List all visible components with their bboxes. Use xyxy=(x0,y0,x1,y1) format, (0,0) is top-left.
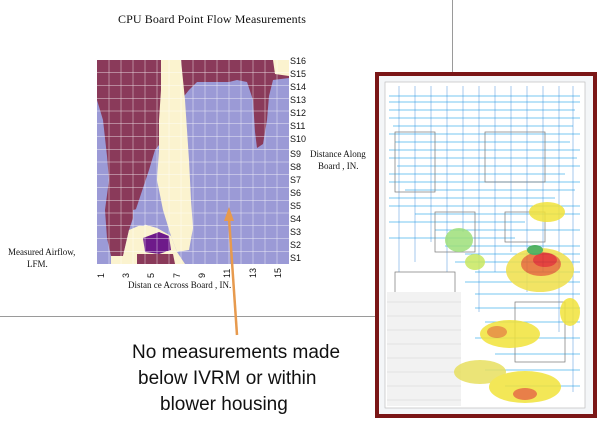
y-tick-s3: S3 xyxy=(290,227,302,237)
y-axis-label-line1: Distance Along xyxy=(310,149,366,159)
y-axis-label-line2: Board , IN. xyxy=(318,161,359,171)
annotation-line1: No measurements made xyxy=(132,342,341,363)
y-tick-s9: S9 xyxy=(290,149,302,159)
annotation-caption: No measurements made below IVRM or withi… xyxy=(122,340,362,418)
x-tick-1: 1 xyxy=(96,272,106,278)
contour-mid-pocket xyxy=(133,206,153,226)
x-tick-13: 13 xyxy=(248,267,258,278)
x-tick-11: 11 xyxy=(222,268,232,278)
measured-airflow-label: Measured Airflow, LFM. xyxy=(8,246,88,270)
contour-cream-top-right xyxy=(273,60,289,76)
y-tick-s7: S7 xyxy=(290,175,302,185)
x-axis-label: Distan ce Across Board , IN. xyxy=(128,280,232,290)
contour-bottom-strip xyxy=(137,254,175,264)
x-tick-15: 15 xyxy=(273,267,283,278)
y-tick-s6: S6 xyxy=(290,188,302,198)
y-tick-s11: S11 xyxy=(290,121,306,131)
annotation-line3: blower housing xyxy=(160,394,288,415)
y-tick-s15: S15 xyxy=(290,69,307,79)
y-tick-s5: S5 xyxy=(290,201,302,211)
y-axis-label: Distance Along Board , IN. xyxy=(310,148,390,172)
y-tick-s14: S14 xyxy=(290,82,307,92)
y-tick-s13: S13 xyxy=(290,95,307,105)
measured-airflow-label-line1: Measured Airflow, xyxy=(8,247,76,257)
x-tick-7: 7 xyxy=(172,272,182,278)
y-tick-s8: S8 xyxy=(290,162,302,172)
y-tick-s2: S2 xyxy=(290,240,302,250)
y-tick-s1: S1 xyxy=(290,253,302,263)
contour-grid xyxy=(97,60,289,264)
x-tick-5: 5 xyxy=(146,272,156,278)
y-tick-s12: S12 xyxy=(290,108,307,118)
contour-plot xyxy=(97,60,289,264)
x-tick-9: 9 xyxy=(197,272,207,278)
measured-airflow-label-line2: LFM. xyxy=(27,259,48,269)
y-tick-s16: S16 xyxy=(290,56,307,66)
y-tick-s10: S10 xyxy=(290,134,307,144)
chart-title: CPU Board Point Flow Measurements xyxy=(118,12,306,26)
cfd-flow-simulation-image xyxy=(375,72,597,418)
x-tick-3: 3 xyxy=(121,272,131,278)
y-tick-s4: S4 xyxy=(290,214,302,224)
contour-cream-region xyxy=(157,60,193,252)
annotation-line2: below IVRM or within xyxy=(138,368,317,389)
